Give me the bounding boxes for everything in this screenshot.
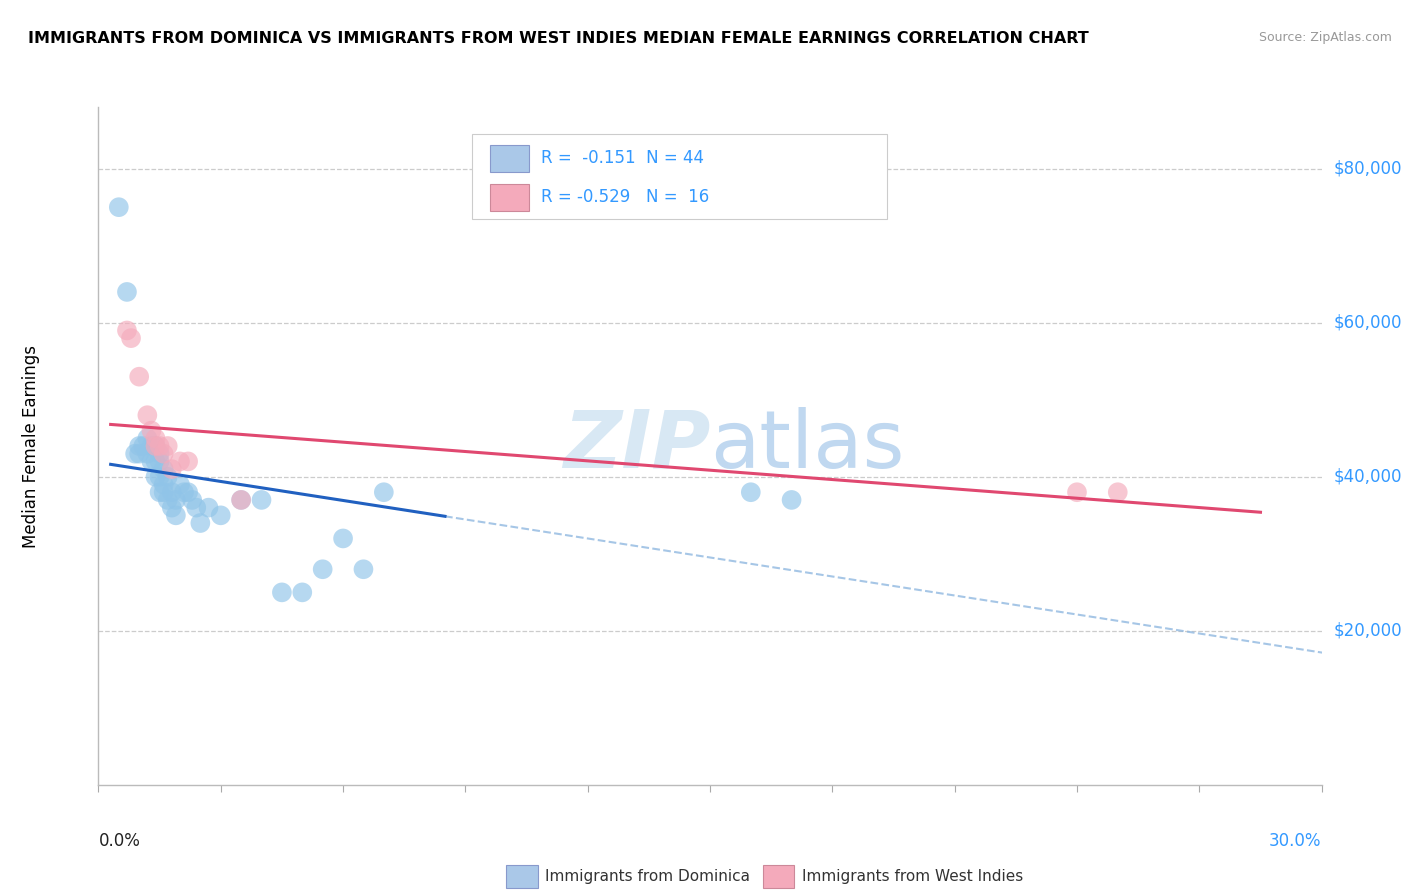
Point (108, 200, 131, 214)
Point (177, 454, 200, 468)
Point (209, 508, 232, 523)
Text: R = -0.529   N =  16: R = -0.529 N = 16 (541, 188, 710, 206)
Point (145, 439, 167, 453)
Point (145, 454, 167, 468)
Text: 0.0%: 0.0% (98, 832, 141, 850)
Point (270, 585, 294, 599)
FancyBboxPatch shape (762, 865, 794, 888)
Point (169, 454, 191, 468)
Point (145, 470, 167, 484)
Point (149, 454, 172, 468)
Point (231, 492, 253, 507)
Point (141, 424, 163, 438)
Point (250, 492, 273, 507)
Text: Median Female Earnings: Median Female Earnings (22, 344, 41, 548)
Text: R =  -0.151  N = 44: R = -0.151 N = 44 (541, 150, 704, 168)
Point (152, 447, 174, 461)
Text: $40,000: $40,000 (1334, 467, 1402, 486)
Point (149, 470, 172, 484)
Point (181, 492, 204, 507)
Point (128, 369, 150, 384)
Point (373, 485, 395, 500)
Text: $80,000: $80,000 (1334, 160, 1402, 178)
Point (145, 439, 167, 453)
Point (149, 439, 172, 453)
Point (160, 500, 183, 515)
Point (165, 508, 187, 523)
Point (312, 562, 335, 576)
Point (120, 331, 142, 345)
Text: atlas: atlas (710, 407, 904, 485)
Point (332, 532, 354, 546)
Text: $20,000: $20,000 (1334, 622, 1403, 640)
FancyBboxPatch shape (506, 865, 537, 888)
Point (136, 431, 159, 445)
Point (740, 485, 762, 500)
Point (160, 485, 183, 500)
FancyBboxPatch shape (489, 145, 529, 171)
Point (128, 439, 150, 453)
Point (1107, 485, 1129, 500)
FancyBboxPatch shape (471, 134, 887, 219)
Point (231, 492, 253, 507)
Point (136, 408, 159, 422)
Point (152, 477, 174, 491)
Point (173, 485, 195, 500)
Point (145, 431, 167, 445)
Point (141, 454, 163, 468)
Point (165, 492, 187, 507)
Point (1066, 485, 1088, 500)
FancyBboxPatch shape (489, 184, 529, 211)
Point (149, 485, 172, 500)
Point (115, 323, 138, 337)
Point (149, 447, 172, 461)
Point (152, 462, 174, 476)
Point (291, 585, 314, 599)
Point (141, 439, 163, 453)
Point (156, 439, 179, 453)
Point (160, 462, 183, 476)
Point (186, 500, 208, 515)
Point (169, 477, 191, 491)
Point (132, 439, 155, 453)
Point (156, 492, 179, 507)
Point (352, 562, 374, 576)
Point (780, 492, 803, 507)
Text: IMMIGRANTS FROM DOMINICA VS IMMIGRANTS FROM WEST INDIES MEDIAN FEMALE EARNINGS C: IMMIGRANTS FROM DOMINICA VS IMMIGRANTS F… (28, 31, 1088, 46)
Point (136, 447, 159, 461)
Point (188, 516, 212, 530)
Point (177, 485, 200, 500)
Text: Source: ZipAtlas.com: Source: ZipAtlas.com (1258, 31, 1392, 45)
Text: Immigrants from Dominica: Immigrants from Dominica (546, 869, 749, 884)
Point (156, 470, 179, 484)
Point (124, 447, 146, 461)
Text: ZIP: ZIP (562, 407, 710, 485)
Text: 30.0%: 30.0% (1270, 832, 1322, 850)
Point (152, 485, 174, 500)
Point (197, 500, 219, 515)
Text: Immigrants from West Indies: Immigrants from West Indies (801, 869, 1024, 884)
Text: $60,000: $60,000 (1334, 314, 1402, 332)
Point (115, 285, 138, 299)
Point (128, 447, 150, 461)
